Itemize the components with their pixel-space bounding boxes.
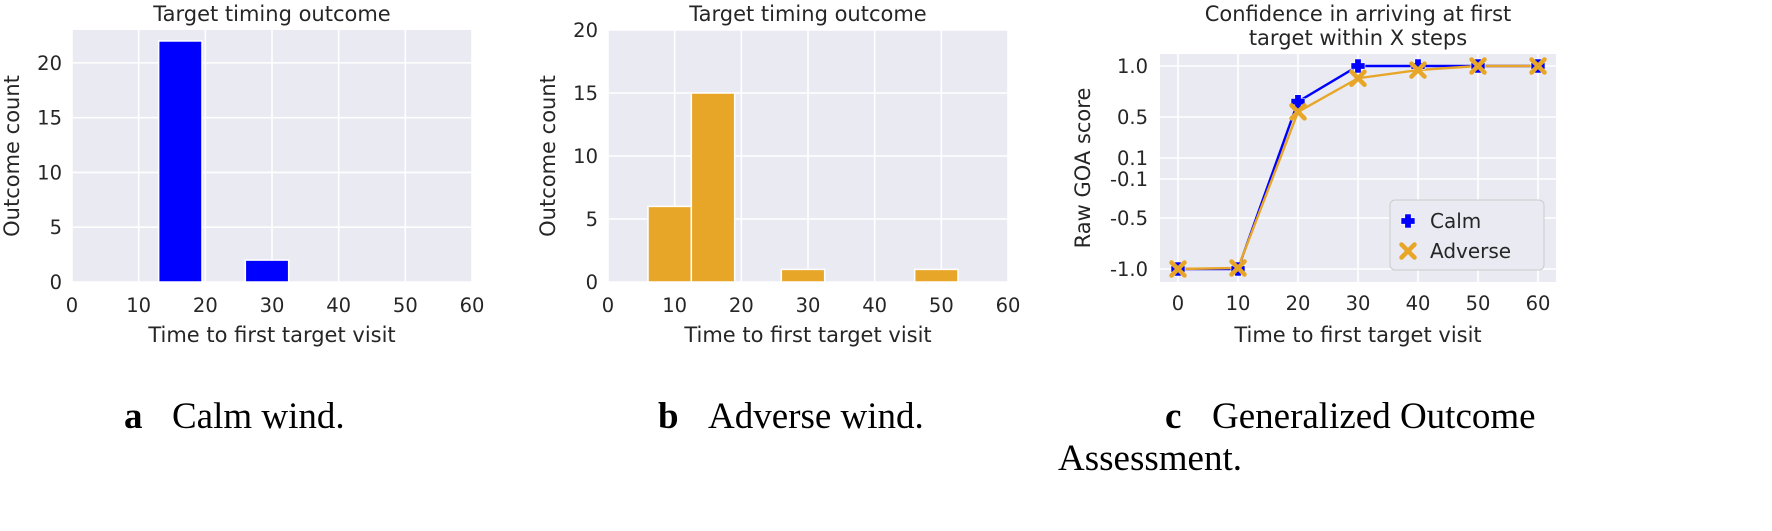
x-tick-label: 60 <box>996 294 1021 317</box>
x-marker-stroke <box>1289 103 1307 121</box>
legend-label-calm: Calm <box>1430 209 1481 233</box>
x-tick-label: 20 <box>1286 292 1311 315</box>
x-tick-label: 40 <box>862 294 887 317</box>
x-tick-label: 20 <box>193 294 218 317</box>
bar-a-1 <box>244 259 290 283</box>
point-adverse-2 <box>1289 103 1307 121</box>
x-tick-label: 50 <box>393 294 418 317</box>
caption-text-c-line2: Assessment. <box>1058 438 1242 479</box>
y-tick-label: 10 <box>573 145 598 168</box>
x-tick-label: 10 <box>1226 292 1251 315</box>
y-tick-label: 5 <box>50 216 62 239</box>
x-axis-label-c: Time to first target visit <box>1233 323 1481 347</box>
x-tick-label: 30 <box>1346 292 1371 315</box>
caption-text-b: Adverse wind. <box>708 396 924 437</box>
point-adverse-0 <box>1169 260 1187 278</box>
x-ticks-c: 0 10 20 30 40 50 60 <box>1172 292 1551 315</box>
y-tick-label: 1.0 <box>1117 55 1148 78</box>
legend-box <box>1389 199 1545 271</box>
x-tick-label: 10 <box>662 294 687 317</box>
grid-a <box>71 30 473 283</box>
caption-label-c: c <box>1165 396 1181 437</box>
chart-title-b: Target timing outcome <box>688 2 926 26</box>
y-tick-label: 10 <box>37 161 62 184</box>
chart-title-c-line1: Confidence in arriving at first <box>1205 2 1512 26</box>
y-tick-label: 20 <box>573 19 598 42</box>
panel-a: 0 10 20 30 40 50 60 0 5 10 15 20 Target timing out… <box>0 2 484 437</box>
legend-marker-calm <box>1400 213 1416 229</box>
bar-b-1 <box>690 92 736 283</box>
y-tick-label: 0.5 <box>1117 106 1148 129</box>
y-axis-label-b: Outcome count <box>536 75 560 237</box>
caption-label-a: a <box>124 396 143 437</box>
y-tick-label: 5 <box>586 208 598 231</box>
x-tick-label: 20 <box>729 294 754 317</box>
y-tick-label: 0.1 <box>1117 147 1148 170</box>
bars-b <box>647 92 959 283</box>
panel-c: 0 10 20 30 40 50 60 -1.0 -0.5 -0.10.1 0.5 1.0 Conf… <box>1058 2 1556 479</box>
y-tick-label: 15 <box>573 82 598 105</box>
x-axis-label-a: Time to first target visit <box>147 323 395 347</box>
legend-c: Calm Adverse <box>1389 199 1545 271</box>
legend-marker-adverse <box>1399 242 1417 260</box>
point-adverse-3 <box>1349 69 1367 87</box>
y-tick-label: -0.1 <box>1110 168 1148 191</box>
x-marker-stroke <box>1169 260 1187 278</box>
x-tick-label: 0 <box>1172 292 1184 315</box>
bar-b-0 <box>647 205 693 283</box>
x-ticks-a: 0 10 20 30 40 50 60 <box>66 294 485 317</box>
bars-a <box>157 40 290 283</box>
caption-text-a: Calm wind. <box>172 396 345 437</box>
x-tick-label: 30 <box>796 294 821 317</box>
y-tick-label: -1.0 <box>1110 258 1148 281</box>
x-marker-stroke <box>1399 242 1417 260</box>
x-tick-label: 60 <box>1526 292 1551 315</box>
legend-label-adverse: Adverse <box>1430 239 1511 263</box>
x-tick-label: 0 <box>66 294 78 317</box>
x-marker-stroke <box>1349 69 1367 87</box>
y-tick-label: 15 <box>37 107 62 130</box>
y-tick-label: 0 <box>50 271 62 294</box>
chart-title-a: Target timing outcome <box>152 2 390 26</box>
caption-label-b: b <box>658 396 679 437</box>
x-axis-label-b: Time to first target visit <box>683 323 931 347</box>
y-ticks-c: -1.0 -0.5 -0.10.1 0.5 1.0 <box>1110 55 1148 281</box>
x-marker-stroke <box>1469 57 1487 75</box>
y-axis-label-c: Raw GOA score <box>1071 88 1095 249</box>
x-tick-label: 10 <box>126 294 151 317</box>
x-marker-stroke <box>1229 259 1247 277</box>
x-tick-label: 50 <box>929 294 954 317</box>
x-tick-label: 30 <box>260 294 285 317</box>
point-adverse-1 <box>1229 259 1247 277</box>
bar-b-3 <box>913 268 959 283</box>
y-tick-label: -0.5 <box>1110 207 1148 230</box>
y-ticks-b: 0 5 10 15 20 <box>573 19 598 294</box>
x-marker-stroke <box>1529 57 1547 75</box>
x-tick-label: 0 <box>602 294 614 317</box>
x-ticks-b: 0 10 20 30 40 50 60 <box>602 294 1021 317</box>
y-axis-label-a: Outcome count <box>0 75 24 237</box>
point-adverse-6 <box>1529 57 1547 75</box>
bar-a-0 <box>157 40 203 283</box>
legend-markers <box>1399 213 1417 260</box>
x-tick-label: 40 <box>326 294 351 317</box>
y-tick-label: 0 <box>586 271 598 294</box>
x-tick-label: 60 <box>460 294 485 317</box>
bar-b-2 <box>780 268 826 283</box>
point-adverse-5 <box>1469 57 1487 75</box>
x-tick-label: 40 <box>1406 292 1431 315</box>
point-adverse-4 <box>1409 61 1427 79</box>
caption-text-c-line1: Generalized Outcome <box>1212 396 1536 437</box>
x-marker-stroke <box>1409 61 1427 79</box>
chart-title-c-line2: target within X steps <box>1249 26 1467 50</box>
y-tick-label: 20 <box>37 52 62 75</box>
panel-b: 0 10 20 30 40 50 60 0 5 10 15 20 Target timing out… <box>536 2 1020 437</box>
lines-c <box>1169 57 1547 278</box>
x-tick-label: 50 <box>1466 292 1491 315</box>
y-ticks-a: 0 5 10 15 20 <box>37 52 62 294</box>
